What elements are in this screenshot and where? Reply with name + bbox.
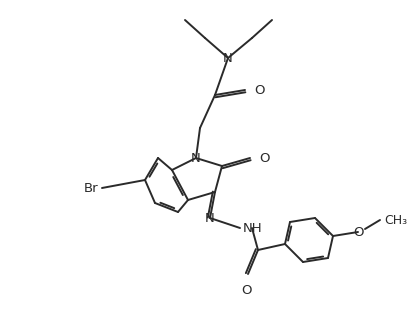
Text: N: N bbox=[191, 151, 201, 164]
Text: O: O bbox=[241, 284, 251, 297]
Text: N: N bbox=[223, 52, 233, 64]
Text: O: O bbox=[254, 84, 264, 96]
Text: O: O bbox=[353, 225, 363, 239]
Text: O: O bbox=[259, 151, 269, 164]
Text: NH: NH bbox=[243, 221, 263, 235]
Text: Br: Br bbox=[83, 182, 98, 194]
Text: N: N bbox=[205, 212, 215, 224]
Text: CH₃: CH₃ bbox=[384, 214, 407, 226]
